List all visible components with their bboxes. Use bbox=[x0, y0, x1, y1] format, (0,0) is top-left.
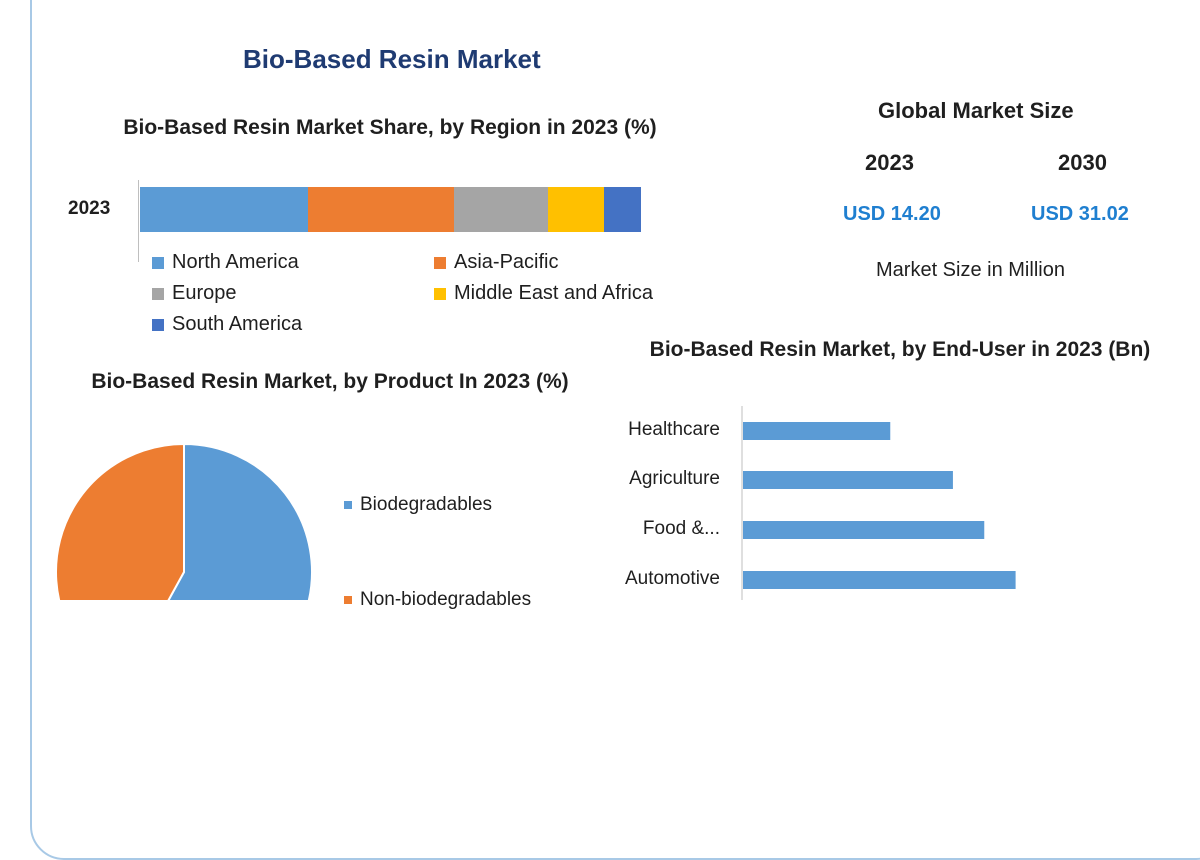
region-legend-label: Middle East and Africa bbox=[454, 282, 653, 304]
region-axis-line bbox=[138, 180, 139, 262]
enduser-category-label: Automotive bbox=[624, 568, 720, 589]
region-legend-label: North America bbox=[172, 251, 299, 273]
enduser-bar bbox=[743, 521, 985, 539]
pie-slice-biodegradables bbox=[167, 442, 313, 600]
product-chart-title: Bio-Based Resin Market, by Product In 20… bbox=[91, 370, 569, 393]
enduser-category-label: Food &... bbox=[642, 518, 720, 539]
market-size-unit: Market Size in Million bbox=[876, 259, 1065, 281]
enduser-bar bbox=[743, 422, 891, 440]
region-legend-swatch bbox=[152, 256, 164, 269]
region-category-label: 2023 bbox=[68, 198, 111, 219]
market-size-value-2023: USD 14.20 bbox=[843, 203, 941, 225]
pie-legend-item: Biodegradables bbox=[344, 494, 492, 516]
region-legend-label: South America bbox=[172, 313, 303, 335]
pie-slice-non-biodegradables bbox=[55, 442, 185, 600]
region-legend-item: Europe bbox=[152, 282, 237, 305]
enduser-bar bbox=[743, 571, 1016, 589]
region-legend-item: Asia-Pacific bbox=[434, 251, 558, 274]
region-segment-europe bbox=[454, 187, 549, 232]
pie-legend-swatch bbox=[344, 501, 352, 509]
region-segment-middle-east-and-africa bbox=[548, 187, 605, 232]
page-title: Bio-Based Resin Market bbox=[243, 44, 541, 74]
enduser-chart-title: Bio-Based Resin Market, by End-User in 2… bbox=[649, 338, 1151, 361]
region-segment-north-america bbox=[140, 187, 308, 232]
region-legend-swatch bbox=[152, 287, 164, 300]
region-legend-item: South America bbox=[152, 313, 302, 336]
pie-legend-label: Biodegradables bbox=[360, 494, 493, 515]
enduser-bar-chart bbox=[741, 406, 1016, 600]
region-legend-label: Asia-Pacific bbox=[454, 251, 559, 273]
region-stacked-bar bbox=[140, 187, 641, 232]
region-segment-asia-pacific bbox=[307, 187, 455, 232]
market-size-year-2023: 2023 bbox=[865, 150, 914, 175]
market-size-title: Global Market Size bbox=[878, 98, 1074, 123]
region-legend-swatch bbox=[152, 318, 164, 331]
enduser-category-label: Healthcare bbox=[628, 419, 720, 440]
region-legend-swatch bbox=[434, 256, 446, 269]
region-segment-south-america bbox=[604, 187, 641, 232]
market-size-year-2030: 2030 bbox=[1058, 150, 1107, 175]
region-legend-swatch bbox=[434, 287, 446, 300]
region-chart-title: Bio-Based Resin Market Share, by Region … bbox=[123, 116, 657, 139]
enduser-bar bbox=[743, 471, 953, 489]
product-pie-chart bbox=[55, 442, 313, 600]
region-legend-item: Middle East and Africa bbox=[434, 282, 653, 305]
region-legend-item: North America bbox=[152, 251, 299, 274]
region-legend-label: Europe bbox=[172, 282, 237, 304]
market-size-value-2030: USD 31.02 bbox=[1031, 203, 1129, 225]
enduser-category-label: Agriculture bbox=[629, 468, 720, 489]
